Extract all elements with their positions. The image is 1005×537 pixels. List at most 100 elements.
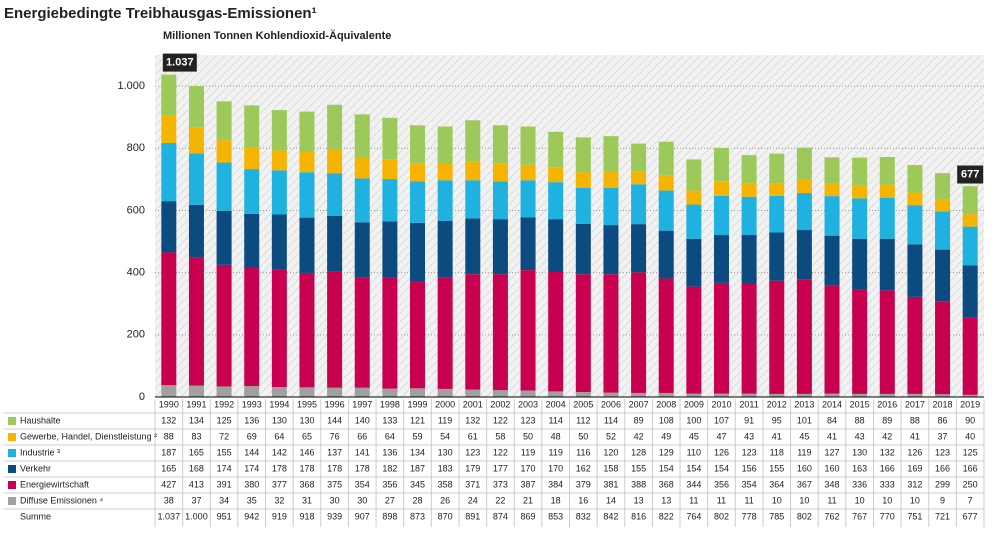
bar-segment xyxy=(935,249,951,302)
table-cell: 10 xyxy=(910,495,920,505)
bar-segment xyxy=(935,301,951,395)
bar-segment xyxy=(713,181,729,196)
table-cell: 154 xyxy=(659,463,674,473)
table-cell: 37 xyxy=(191,495,201,505)
legend-label: Haushalte xyxy=(20,415,61,425)
table-cell: 61 xyxy=(468,431,478,441)
bar-segment xyxy=(741,235,757,284)
table-cell: 32 xyxy=(274,495,284,505)
legend-swatch xyxy=(8,497,16,505)
table-cell: 785 xyxy=(769,511,784,521)
bar-segment xyxy=(161,385,177,397)
table-cell: 166 xyxy=(880,463,895,473)
bar-segment xyxy=(410,388,426,397)
legend-label: Verkehr xyxy=(20,463,51,473)
table-cell: 47 xyxy=(716,431,726,441)
table-cell: 377 xyxy=(272,479,287,489)
table-cell: 7 xyxy=(968,495,973,505)
bar-segment xyxy=(631,171,647,185)
table-cell: 842 xyxy=(603,511,618,521)
bar-segment xyxy=(575,274,591,393)
table-cell: 58 xyxy=(495,431,505,441)
table-cell: 66 xyxy=(357,431,367,441)
bar-segment xyxy=(520,180,536,218)
table-cell: 155 xyxy=(769,463,784,473)
legend-label: Diffuse Emissionen ⁴ xyxy=(20,495,103,505)
bar-segment xyxy=(410,181,426,223)
table-cell: 123 xyxy=(521,415,536,425)
bar-segment xyxy=(824,285,840,394)
bar-segment xyxy=(188,204,204,258)
bar-segment xyxy=(603,392,619,397)
bar-segment xyxy=(382,117,398,160)
x-tick-label: 2019 xyxy=(960,399,980,409)
table-cell: 919 xyxy=(272,511,287,521)
table-cell: 72 xyxy=(219,431,229,441)
table-cell: 154 xyxy=(686,463,701,473)
bar-segment xyxy=(631,224,647,273)
bar-segment xyxy=(271,214,287,270)
table-cell: 10 xyxy=(799,495,809,505)
bar-segment xyxy=(437,126,453,164)
bar-segment xyxy=(824,393,840,397)
x-tick-label: 2015 xyxy=(850,399,870,409)
bar-segment xyxy=(962,394,978,397)
table-cell: 11 xyxy=(689,495,698,505)
table-cell: 348 xyxy=(825,479,840,489)
table-cell: 364 xyxy=(769,479,784,489)
bar-segment xyxy=(907,393,923,397)
table-cell: 9 xyxy=(940,495,945,505)
bar-segment xyxy=(299,272,315,388)
bar-segment xyxy=(410,222,426,282)
bar-segment xyxy=(520,126,536,165)
table-cell: 344 xyxy=(686,479,701,489)
bar-segment xyxy=(575,392,591,397)
table-cell: 41 xyxy=(827,431,837,441)
table-row-label: Summe xyxy=(20,511,51,521)
table-cell: 413 xyxy=(189,479,204,489)
bar-segment xyxy=(244,169,260,214)
table-cell: 41 xyxy=(772,431,782,441)
table-cell: 764 xyxy=(686,511,701,521)
x-tick-label: 1998 xyxy=(380,399,400,409)
bar-segment xyxy=(327,104,343,150)
y-tick-label: 0 xyxy=(139,391,145,403)
bar-segment xyxy=(437,220,453,278)
bar-segment xyxy=(741,196,757,236)
y-tick-label: 1.000 xyxy=(117,80,145,92)
table-cell: 107 xyxy=(714,415,729,425)
x-tick-label: 2006 xyxy=(601,399,621,409)
table-cell: 802 xyxy=(797,511,812,521)
bar-segment xyxy=(769,393,785,397)
bar-segment xyxy=(907,165,923,193)
table-cell: 387 xyxy=(521,479,536,489)
table-cell: 84 xyxy=(827,415,837,425)
table-cell: 90 xyxy=(965,415,975,425)
bar-segment xyxy=(935,394,951,397)
bar-segment xyxy=(713,393,729,397)
legend-label: Industrie ³ xyxy=(20,447,60,457)
callout-box xyxy=(162,53,197,72)
table-cell: 388 xyxy=(631,479,646,489)
table-cell: 123 xyxy=(935,447,950,457)
x-tick-label: 2008 xyxy=(656,399,676,409)
table-cell: 21 xyxy=(523,495,533,505)
bar-segment xyxy=(879,184,895,198)
x-tick-label: 2012 xyxy=(767,399,787,409)
table-cell: 119 xyxy=(438,415,452,425)
table-cell: 751 xyxy=(907,511,922,521)
legend-swatch xyxy=(8,433,16,441)
table-cell: 939 xyxy=(327,511,342,521)
bar-segment xyxy=(603,225,619,275)
table-cell: 34 xyxy=(219,495,229,505)
bar-segment xyxy=(658,190,674,231)
table-cell: 183 xyxy=(438,463,453,473)
bar-segment xyxy=(354,114,370,158)
x-tick-label: 1996 xyxy=(325,399,345,409)
table-cell: 187 xyxy=(161,447,176,457)
bar-segment xyxy=(686,159,702,191)
table-cell: 898 xyxy=(382,511,397,521)
bar-segment xyxy=(686,190,702,205)
table-cell: 50 xyxy=(578,431,588,441)
bar-segment xyxy=(852,393,868,397)
